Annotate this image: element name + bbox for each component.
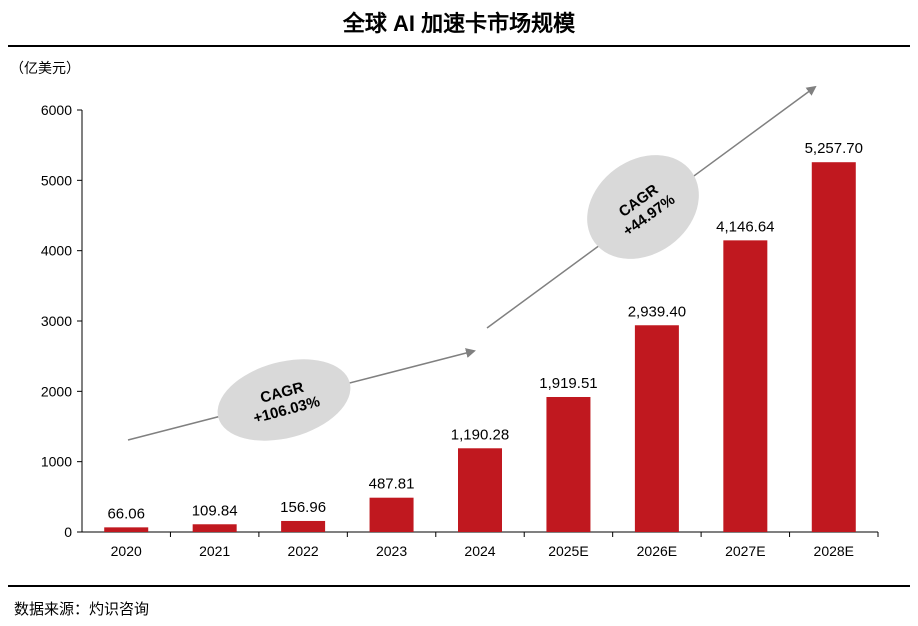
data-label: 156.96 [280,499,326,516]
data-label: 487.81 [369,476,415,493]
bar-2024 [458,448,502,532]
bar-2027E [723,240,768,533]
bar-2023 [369,497,414,532]
top-rule [8,45,910,47]
x-tick-label: 2028E [814,543,854,559]
x-tick-label: 2023 [376,543,407,559]
unit-label: （亿美元） [10,60,80,76]
x-tick-label: 2025E [548,543,588,559]
cagr-ellipse [217,359,351,441]
bar-2020 [104,527,149,532]
x-tick-label: 2021 [199,543,230,559]
bar-2026E [634,325,679,532]
y-tick-label: 0 [64,524,72,540]
x-tick-label: 2022 [288,543,319,559]
x-tick-label: 2020 [111,543,142,559]
data-label: 109.84 [192,502,238,519]
cagr-ellipse [587,155,699,259]
x-tick-label: 2024 [464,543,495,559]
bar-2021 [192,524,237,532]
data-label: 5,257.70 [805,140,863,157]
y-tick-label: 4000 [41,243,72,259]
y-tick-label: 3000 [41,313,72,329]
y-tick-label: 5000 [41,172,72,188]
chart-title: 全球 AI 加速卡市场规模 [342,11,576,36]
bar-2028E [811,162,856,532]
x-tick-label: 2026E [637,543,677,559]
data-label: 1,919.51 [539,375,597,392]
bottom-rule [8,585,910,587]
bar-2022 [281,520,326,532]
y-tick-label: 1000 [41,454,72,470]
bar-2025E [546,396,591,532]
source-note: 数据来源：灼识咨询 [14,601,150,618]
data-label: 2,939.40 [628,303,686,320]
data-label: 66.06 [107,505,145,522]
y-tick-label: 2000 [41,383,72,399]
y-tick-label: 6000 [41,102,72,118]
data-label: 4,146.64 [716,218,774,235]
data-label: 1,190.28 [451,426,509,443]
x-tick-label: 2027E [725,543,765,559]
